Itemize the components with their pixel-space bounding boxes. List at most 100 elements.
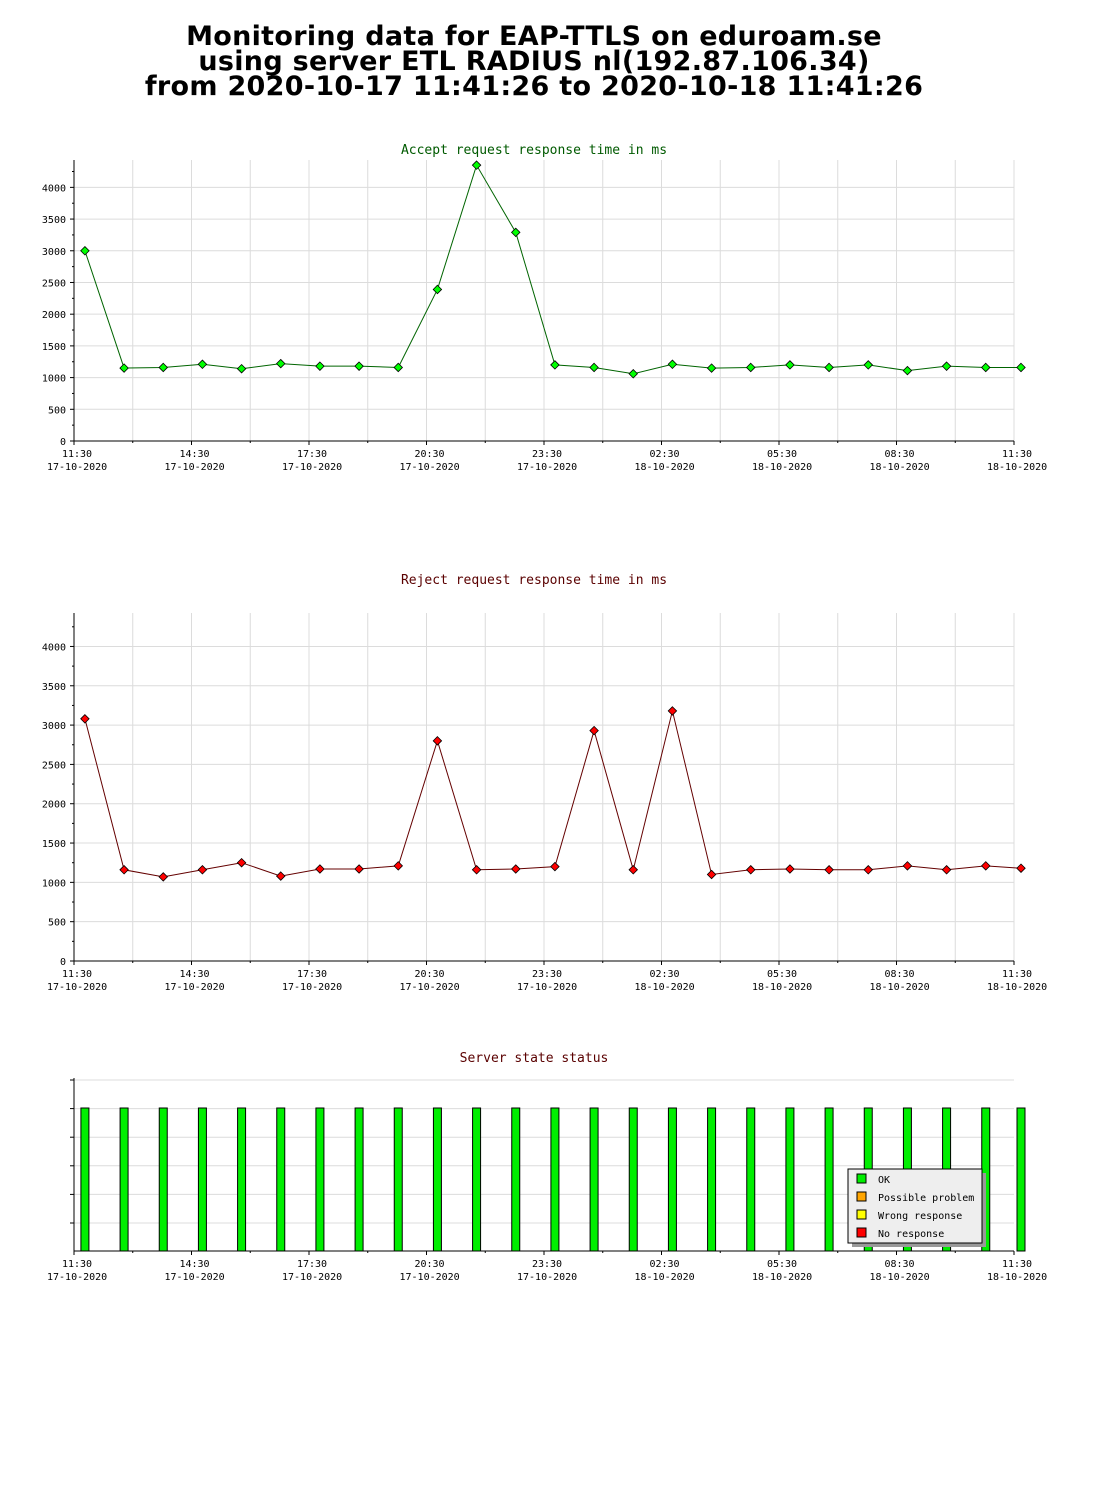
- x-tick-label-time: 20:30: [414, 1259, 444, 1270]
- chart-accept: Accept request response time in ms 0 500 10…: [42, 143, 1047, 473]
- data-point: [785, 360, 795, 370]
- data-point: [785, 864, 795, 874]
- y-tick-label: 0: [60, 957, 66, 968]
- series-line: [84, 163, 1021, 375]
- legend-label: Wrong response: [878, 1211, 962, 1222]
- data-point: [824, 865, 834, 875]
- data-point: [667, 359, 678, 370]
- status-bar: [746, 1107, 756, 1252]
- x-tick-label-date: 18-10-2020: [987, 1272, 1047, 1283]
- x-tick-label-time: 23:30: [532, 1259, 562, 1270]
- data-point: [275, 871, 286, 881]
- x-tick-label-time: 11:30: [1002, 449, 1032, 460]
- x-tick-label-time: 23:30: [532, 449, 562, 460]
- x-tick-label-date: 17-10-2020: [400, 982, 460, 993]
- data-point: [315, 864, 325, 874]
- legend-swatch: [856, 1209, 867, 1220]
- chart-server-state: Server state status 11:30 17-10-2020 14:30 1…: [47, 1051, 1047, 1283]
- data-point: [119, 363, 129, 373]
- data-point: [80, 714, 90, 724]
- data-point: [941, 361, 952, 371]
- data-point: [393, 861, 404, 871]
- y-tick-label: 4000: [42, 642, 66, 653]
- x-tick-label-time: 11:30: [62, 1259, 92, 1270]
- status-bar: [393, 1107, 403, 1252]
- data-point: [1016, 863, 1026, 873]
- status-bar: [667, 1107, 677, 1252]
- x-tick-label-time: 11:30: [62, 449, 92, 460]
- status-bar: [628, 1107, 638, 1252]
- data-point: [275, 358, 286, 369]
- status-bar: [158, 1107, 168, 1252]
- x-tick-label-date: 17-10-2020: [282, 982, 342, 993]
- data-point: [667, 706, 678, 716]
- status-bar: [511, 1107, 521, 1252]
- x-tick-label-date: 18-10-2020: [635, 982, 695, 993]
- data-point: [510, 227, 521, 238]
- x-tick-label-time: 17:30: [297, 449, 327, 460]
- data-point: [354, 361, 364, 371]
- x-tick-label-date: 17-10-2020: [165, 462, 225, 473]
- legend-swatch: [856, 1173, 867, 1184]
- data-point: [941, 865, 952, 875]
- x-tick-label-time: 08:30: [884, 1259, 914, 1270]
- x-tick-label-time: 08:30: [884, 449, 914, 460]
- data-point: [471, 865, 482, 875]
- status-bar: [354, 1107, 364, 1252]
- y-tick-label: 2000: [42, 310, 66, 321]
- x-tick-label-time: 20:30: [414, 969, 444, 980]
- chart-title: Reject request response time in ms: [401, 573, 667, 588]
- x-tick-label-time: 05:30: [767, 1259, 797, 1270]
- x-tick-label-time: 20:30: [414, 449, 444, 460]
- series-line: [84, 710, 1022, 878]
- y-tick-label: 3000: [42, 721, 66, 732]
- x-tick-label-time: 14:30: [179, 969, 209, 980]
- y-tick-label: 2000: [42, 800, 66, 811]
- data-point: [863, 865, 874, 875]
- y-tick-label: 2500: [42, 760, 66, 771]
- data-point: [236, 363, 247, 374]
- x-tick-label-time: 08:30: [884, 969, 914, 980]
- x-tick-label-time: 17:30: [297, 969, 327, 980]
- chart-title: Accept request response time in ms: [401, 143, 667, 158]
- data-point: [471, 160, 482, 170]
- data-point: [706, 869, 717, 880]
- x-tick-label-date: 18-10-2020: [870, 462, 930, 473]
- data-point: [510, 864, 521, 874]
- x-tick-label-date: 17-10-2020: [517, 462, 577, 473]
- x-tick-label-time: 05:30: [767, 449, 797, 460]
- y-tick-label: 500: [48, 918, 66, 929]
- data-point: [745, 362, 756, 373]
- x-tick-label-time: 14:30: [179, 449, 209, 460]
- chart-reject: Reject request response time in ms 0 500 10…: [42, 573, 1047, 993]
- y-tick-label: 3000: [42, 247, 66, 258]
- data-point: [197, 359, 208, 370]
- x-tick-label-date: 17-10-2020: [400, 462, 460, 473]
- data-point: [119, 865, 129, 875]
- x-tick-label-time: 02:30: [649, 969, 679, 980]
- legend-swatch: [856, 1191, 867, 1202]
- x-tick-label-date: 17-10-2020: [400, 1272, 460, 1283]
- data-point: [550, 360, 560, 370]
- x-tick-label-date: 17-10-2020: [282, 1272, 342, 1283]
- status-bar: [707, 1107, 717, 1252]
- x-tick-label-date: 17-10-2020: [47, 1272, 107, 1283]
- y-tick-label: 1500: [42, 839, 66, 850]
- x-tick-label-date: 17-10-2020: [282, 462, 342, 473]
- y-tick-label: 1000: [42, 374, 66, 385]
- data-point: [980, 861, 991, 871]
- data-point: [432, 284, 443, 295]
- data-point: [706, 363, 717, 373]
- x-tick-label-date: 18-10-2020: [635, 1272, 695, 1283]
- y-tick-label: 4000: [42, 183, 66, 194]
- status-bar: [119, 1107, 129, 1252]
- data-point: [902, 861, 913, 871]
- status-bar: [472, 1107, 482, 1252]
- data-point: [628, 369, 639, 379]
- x-tick-label-date: 17-10-2020: [165, 982, 225, 993]
- y-tick-label: 0: [60, 437, 66, 448]
- page-title-line-2: using server ETL RADIUS nl(192.87.106.34…: [198, 46, 870, 77]
- x-tick-label-time: 11:30: [1002, 1259, 1032, 1270]
- status-bar: [237, 1107, 247, 1252]
